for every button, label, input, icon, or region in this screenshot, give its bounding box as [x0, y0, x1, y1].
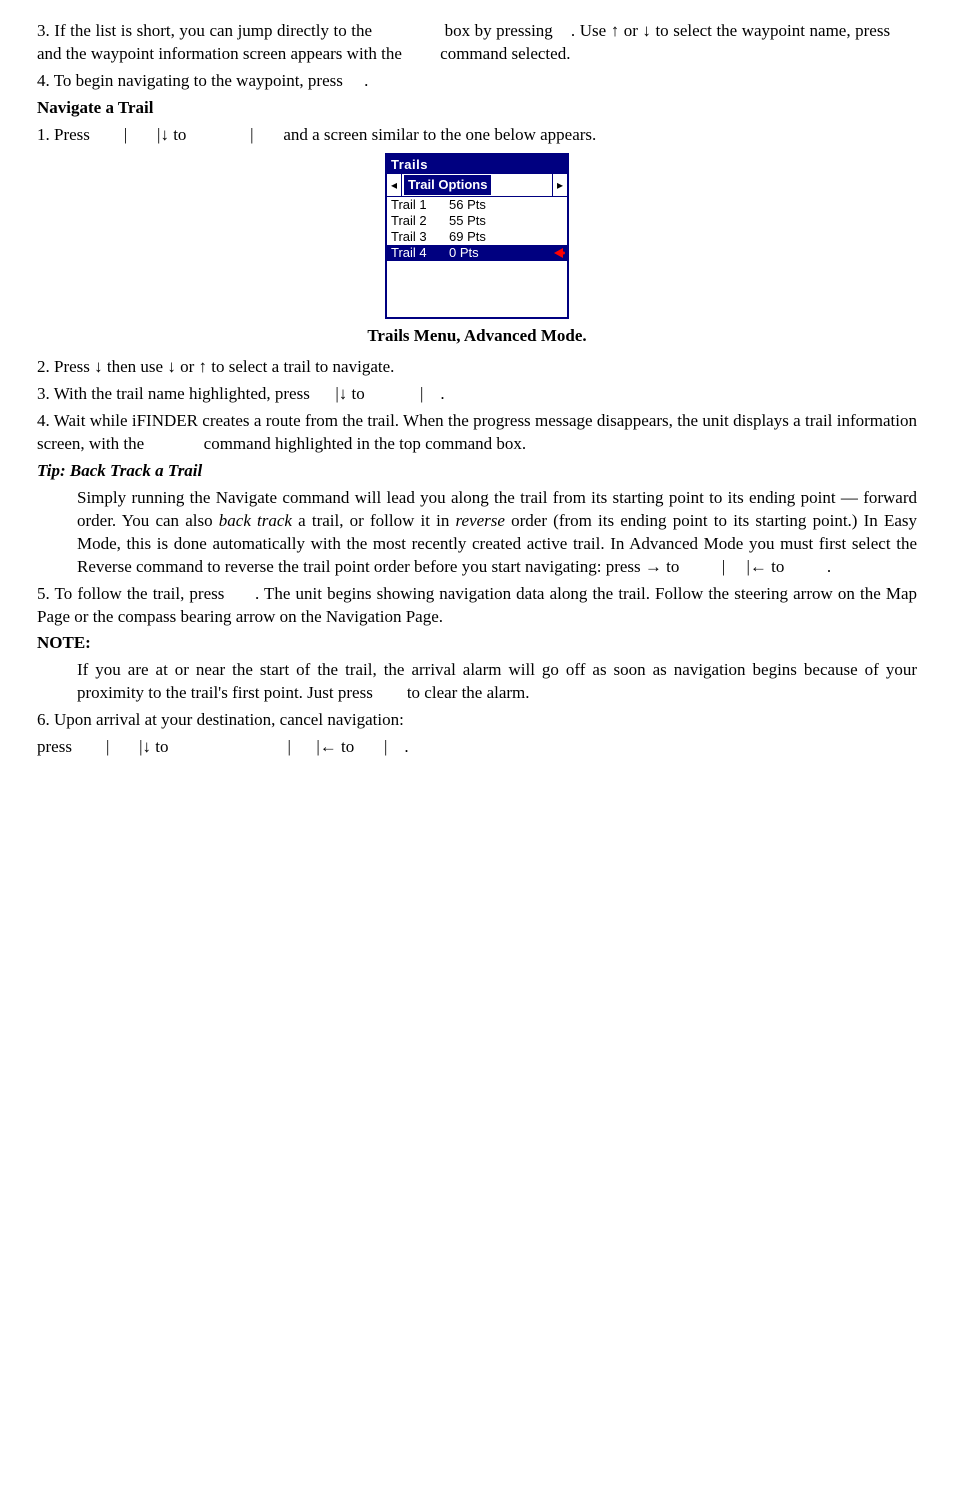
nav-step-5: 5. To follow the trail, press . The unit…	[37, 583, 917, 629]
trail-row[interactable]: Trail 156 Pts	[387, 197, 567, 213]
trails-menu-figure: Trails ◂ Trail Options ▸ Trail 156 PtsTr…	[37, 153, 917, 320]
trail-name: Trail 2	[391, 213, 449, 229]
tab-right-arrow-icon[interactable]: ▸	[552, 174, 567, 196]
nav-step-1: 1. Press | |↓ to | and a screen similar …	[37, 124, 917, 147]
trails-tab-row: ◂ Trail Options ▸	[387, 174, 567, 197]
tip-text-d: reverse	[456, 511, 505, 530]
step-3-text: 3. If the list is short, you can jump di…	[37, 20, 917, 66]
step-4-text: 4. To begin navigating to the waypoint, …	[37, 70, 917, 93]
navigate-trail-heading: Navigate a Trail	[37, 97, 917, 120]
trail-pts: 56 Pts	[449, 197, 563, 213]
trails-list: Trail 156 PtsTrail 255 PtsTrail 369 PtsT…	[387, 197, 567, 317]
trail-row[interactable]: Trail 40 Pts	[387, 245, 567, 261]
tab-center: Trail Options	[402, 174, 552, 196]
tip-text-c: a trail, or follow it in	[292, 511, 456, 530]
tip-body: Simply running the Navigate command will…	[77, 487, 917, 579]
tab-trail-options[interactable]: Trail Options	[404, 175, 491, 195]
tip-heading: Tip: Back Track a Trail	[37, 460, 917, 483]
note-heading: NOTE:	[37, 632, 917, 655]
note-body: If you are at or near the start of the t…	[77, 659, 917, 705]
trail-row[interactable]: Trail 369 Pts	[387, 229, 567, 245]
trail-pts: 55 Pts	[449, 213, 563, 229]
nav-step-6: 6. Upon arrival at your destination, can…	[37, 709, 917, 732]
trail-name: Trail 1	[391, 197, 449, 213]
trail-row[interactable]: Trail 255 Pts	[387, 213, 567, 229]
trails-title-bar: Trails	[387, 155, 567, 175]
trails-caption: Trails Menu, Advanced Mode.	[37, 325, 917, 348]
trail-name: Trail 4	[391, 245, 449, 261]
trail-pts: 0 Pts	[449, 245, 563, 261]
trails-menu-box: Trails ◂ Trail Options ▸ Trail 156 PtsTr…	[385, 153, 569, 320]
tip-text-b: back track	[219, 511, 292, 530]
nav-step-2: 2. Press ↓ then use ↓ or ↑ to select a t…	[37, 356, 917, 379]
trail-pts: 69 Pts	[449, 229, 563, 245]
nav-step-3: 3. With the trail name highlighted, pres…	[37, 383, 917, 406]
nav-step-6-press: press | |↓ to | |← to | .	[37, 736, 917, 759]
nav-step-4: 4. Wait while iFINDER creates a route fr…	[37, 410, 917, 456]
tab-left-arrow-icon[interactable]: ◂	[387, 174, 402, 196]
trail-name: Trail 3	[391, 229, 449, 245]
